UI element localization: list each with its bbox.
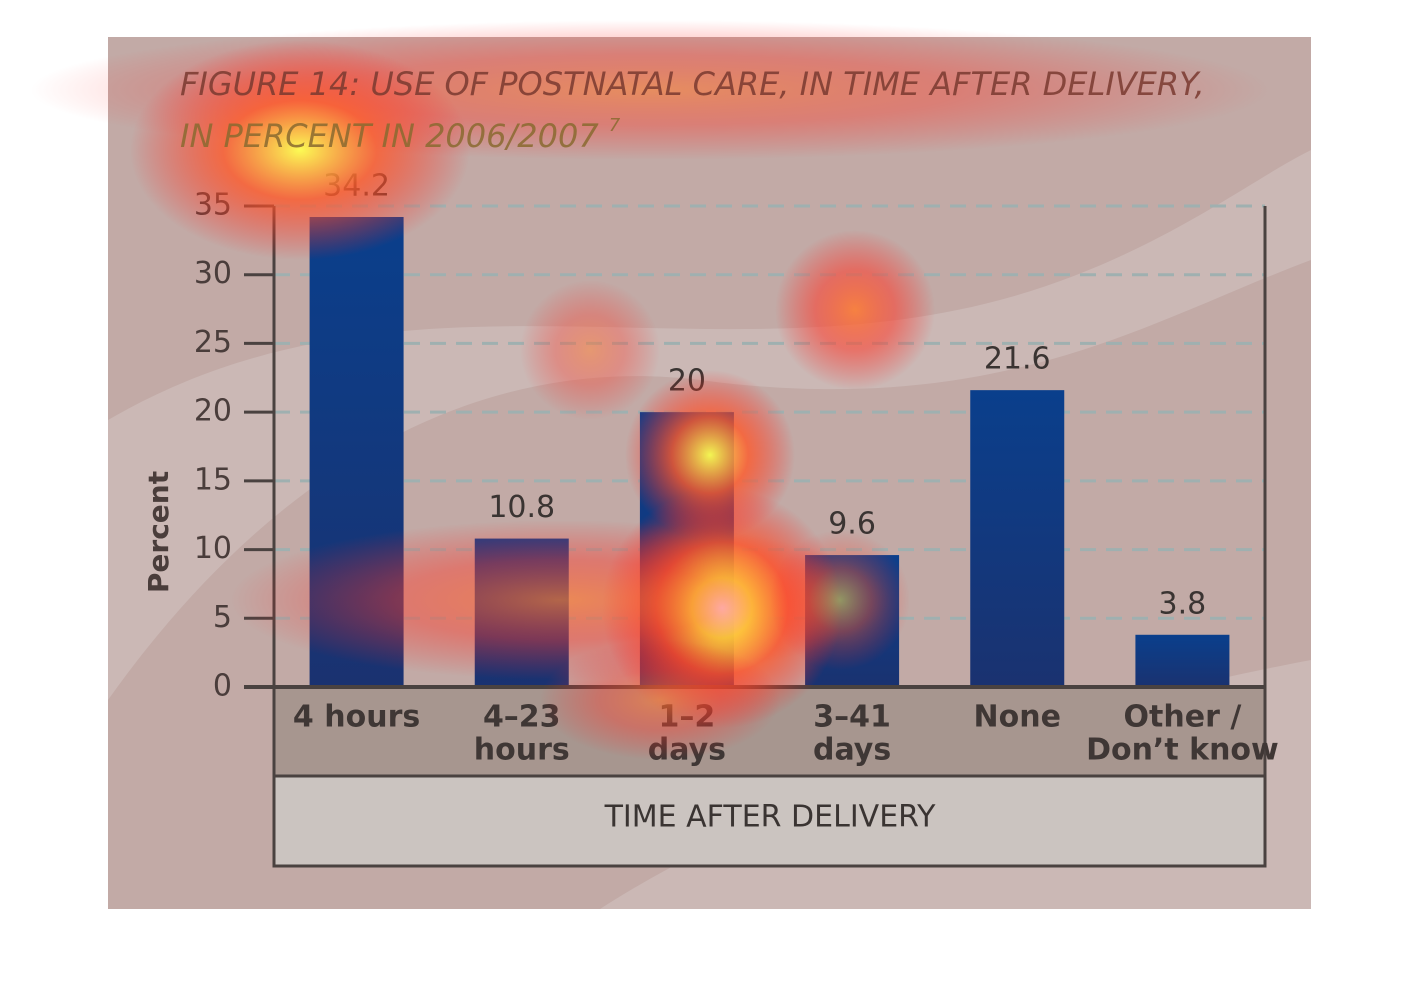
footnote-marker: 7 (609, 115, 621, 136)
x-tick-label: Other / (1124, 700, 1242, 735)
x-tick-label: hours (474, 733, 570, 768)
data-label: 10.8 (488, 490, 555, 525)
y-tick-label: 25 (194, 325, 232, 360)
chart-title: IN PERCENT IN 2006/2007 7 (180, 115, 621, 155)
x-tick-label: Don’t know (1086, 733, 1279, 768)
heat-spot (540, 640, 780, 760)
y-tick-label: 0 (213, 669, 232, 704)
x-tick-label: 3–41 (813, 700, 891, 735)
heat-spot (230, 520, 890, 680)
y-tick-label: 5 (213, 600, 232, 635)
x-tick-label: None (974, 700, 1061, 735)
y-tick-label: 20 (194, 394, 232, 429)
heat-spot (770, 530, 910, 670)
x-tick-label: 4 hours (293, 700, 420, 735)
chart-title: FIGURE 14: USE OF POSTNATAL CARE, IN TIM… (180, 65, 1205, 103)
heatmap (30, 20, 1270, 760)
chart-title: IN PERCENT IN 2006/2007 (180, 117, 599, 155)
heat-spot (130, 40, 470, 260)
heat-spot (775, 230, 935, 390)
bar (970, 390, 1065, 687)
heat-spot (625, 370, 795, 540)
y-tick-label: 10 (194, 531, 232, 566)
x-axis-label: TIME AFTER DELIVERY (604, 800, 936, 835)
data-label: 3.8 (1159, 586, 1207, 621)
heat-spot (520, 280, 660, 420)
data-label: 21.6 (984, 342, 1051, 377)
y-tick-label: 30 (194, 256, 232, 291)
bar (1135, 634, 1230, 687)
y-axis-label: Percent (142, 471, 175, 593)
y-tick-label: 15 (194, 462, 232, 497)
x-tick-label: days (813, 733, 891, 768)
